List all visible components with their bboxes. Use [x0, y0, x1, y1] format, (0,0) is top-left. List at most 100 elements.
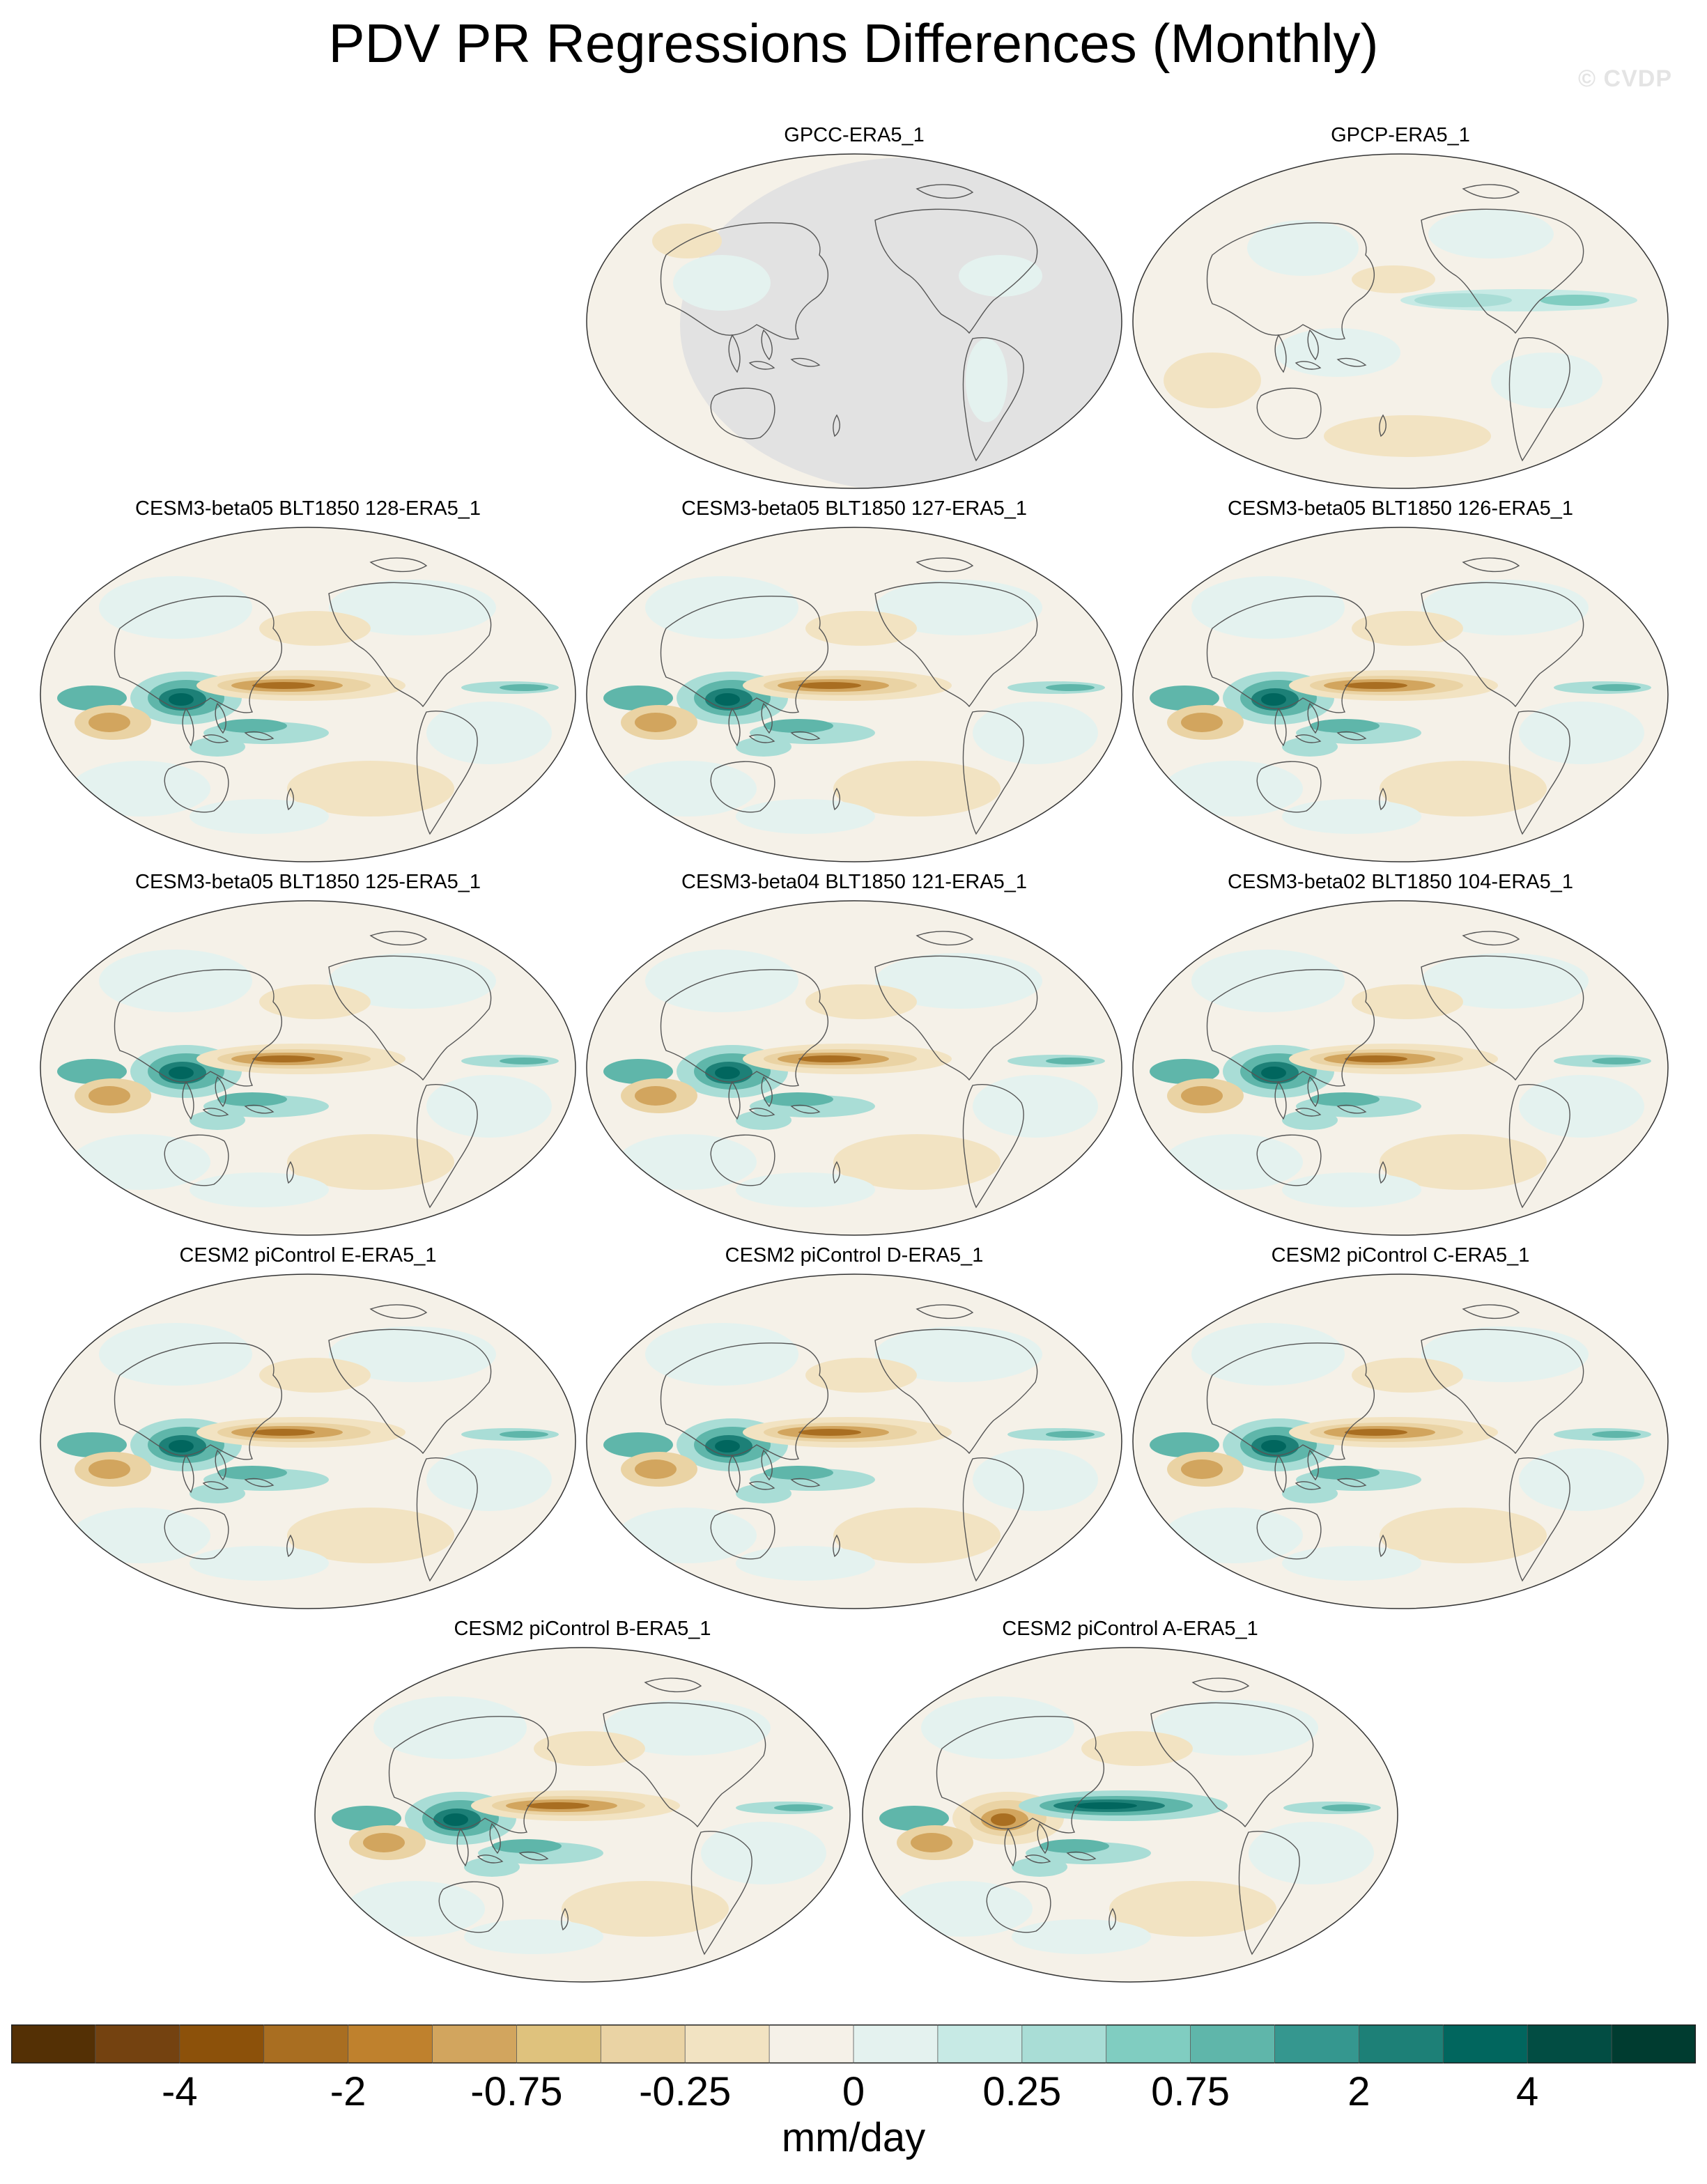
- map-panel: CESM2 piControl A-ERA5_1: [858, 1616, 1402, 1985]
- coastline-icon: [1508, 1084, 1570, 1209]
- panel-label: CESM2 piControl A-ERA5_1: [1002, 1618, 1258, 1640]
- anomaly-patch: [833, 1134, 1001, 1190]
- anomaly-patch: [1414, 293, 1512, 307]
- colorbar-swatch: [1527, 2024, 1612, 2063]
- anomaly-patch: [287, 1134, 454, 1190]
- coastline-icon: [1421, 1329, 1584, 1455]
- coastline-icon: [833, 787, 840, 811]
- anomaly-patch: [966, 339, 1007, 422]
- anomaly-patch: [426, 1075, 552, 1138]
- anomaly-patch: [736, 1110, 791, 1130]
- map-projection: [314, 1647, 851, 1983]
- coastline-icon: [986, 1881, 1051, 1933]
- coastline-icon: [286, 1534, 294, 1558]
- anomaly-patch: [1247, 220, 1359, 276]
- coastline-icon: [1462, 1304, 1520, 1319]
- coastline-icon: [1274, 1454, 1287, 1494]
- colorbar-units: mm/day: [781, 2115, 926, 2160]
- map-border: [586, 527, 1122, 862]
- anomaly-patch: [764, 719, 833, 733]
- anomaly-patch: [1012, 1857, 1067, 1877]
- anomaly-patch: [1081, 1731, 1193, 1766]
- map-border: [586, 900, 1122, 1236]
- anomaly-patch: [715, 1440, 740, 1453]
- coastline-icon: [164, 1134, 229, 1186]
- anomaly-patch: [736, 737, 791, 757]
- coastline-icon: [182, 1454, 194, 1494]
- coastline-icon: [182, 1081, 194, 1120]
- coastline-icon: [164, 761, 229, 813]
- coastline-icon: [761, 702, 773, 734]
- coastline-icon: [286, 1161, 294, 1184]
- anomaly-patch: [1540, 295, 1609, 306]
- anomaly-patch: [764, 1466, 833, 1480]
- anomaly-patch: [959, 255, 1042, 297]
- coastline-icon: [660, 1342, 829, 1460]
- colorbar-swatch: [263, 2024, 349, 2063]
- anomaly-patch: [1310, 1092, 1380, 1106]
- coastline-icon: [1024, 1854, 1051, 1864]
- panel-label: CESM2 piControl D-ERA5_1: [725, 1244, 984, 1267]
- coastline-icon: [916, 1304, 974, 1319]
- anomaly-patch: [973, 702, 1098, 764]
- map-border: [1132, 153, 1669, 489]
- coastline-icon: [761, 1076, 773, 1108]
- coastline-icon: [790, 357, 821, 367]
- anomaly-patch: [1151, 1700, 1318, 1756]
- panel-label: CESM2 piControl B-ERA5_1: [454, 1618, 711, 1640]
- coastline-icon: [1508, 711, 1570, 835]
- coastline-icon: [728, 1081, 741, 1120]
- map-projection: [1132, 153, 1669, 489]
- colorbar-tick-label: 2: [1347, 2069, 1370, 2114]
- anomaly-patch: [645, 1323, 798, 1386]
- anomaly-patch: [1380, 761, 1547, 816]
- map-projection: [1132, 900, 1669, 1236]
- colorbar-swatch: [1021, 2024, 1107, 2063]
- anomaly-patch: [617, 1508, 757, 1563]
- coastline-icon: [916, 184, 974, 199]
- coastline-icon: [660, 969, 829, 1087]
- coastline-icon: [790, 1104, 821, 1114]
- anomaly-patch: [1074, 1802, 1137, 1809]
- coastline-icon: [456, 1827, 469, 1867]
- anomaly-patch: [1012, 1919, 1151, 1954]
- anomaly-patch: [1261, 1067, 1286, 1079]
- coastline-icon: [690, 1831, 752, 1955]
- coastline-icon: [489, 1822, 501, 1854]
- coastline-icon: [748, 361, 775, 370]
- anomaly-patch: [1345, 1429, 1407, 1436]
- colorbar-swatch: [854, 2024, 939, 2063]
- coastline-icon: [710, 387, 775, 440]
- map-projection: [586, 1273, 1122, 1609]
- anomaly-patch: [1150, 686, 1219, 711]
- anomaly-patch: [329, 580, 496, 635]
- coastline-icon: [874, 208, 1038, 334]
- coastline-icon: [1256, 387, 1322, 440]
- coastline-icon: [790, 731, 821, 741]
- anomaly-patch: [736, 799, 875, 834]
- coastline-icon: [328, 955, 492, 1081]
- anomaly-patch: [805, 984, 917, 1019]
- map-panel: CESM2 piControl B-ERA5_1: [311, 1616, 854, 1985]
- coastline-icon: [518, 1851, 549, 1861]
- anomaly-patch: [1380, 1508, 1547, 1563]
- anomaly-patch: [805, 611, 917, 646]
- anomaly-patch: [774, 1804, 823, 1811]
- anomaly-patch: [190, 799, 329, 834]
- anomaly-patch: [259, 1358, 371, 1393]
- coastline-icon: [1295, 734, 1322, 743]
- anomaly-patch: [1421, 580, 1589, 635]
- anomaly-patch: [1282, 799, 1421, 834]
- anomaly-patch: [701, 1822, 826, 1884]
- anomaly-patch: [464, 1857, 520, 1877]
- coastline-icon: [1256, 761, 1322, 813]
- map-panel: CESM3-beta02 BLT1850 104-ERA5_1: [1129, 869, 1672, 1239]
- anomaly-patch: [1345, 682, 1407, 689]
- anomaly-patch: [764, 1092, 833, 1106]
- anomaly-patch: [805, 1358, 917, 1393]
- anomaly-patch: [252, 682, 315, 689]
- anomaly-patch: [1181, 1086, 1223, 1106]
- anomaly-patch: [1421, 1326, 1589, 1382]
- coastline-icon: [215, 1076, 226, 1108]
- coastline-icon: [244, 731, 275, 741]
